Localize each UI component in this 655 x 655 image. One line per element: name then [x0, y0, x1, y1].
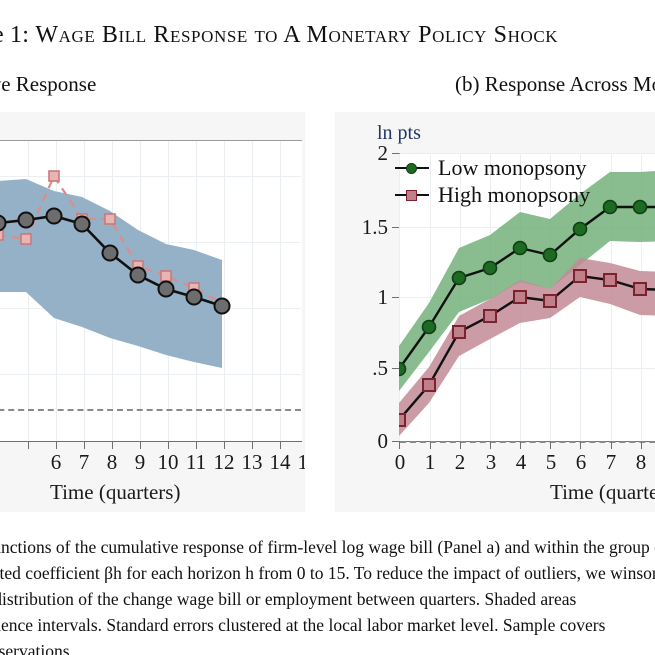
y-tick	[392, 227, 399, 229]
gridline-horizontal	[0, 176, 301, 177]
x-tick	[520, 442, 522, 449]
panel-b-caption: (b) Response Across Monopsony	[455, 72, 655, 96]
low-monopsony-marker-icon	[395, 161, 429, 175]
x-tick-label: 2	[454, 450, 466, 474]
low-monopsony-confidence-band	[399, 171, 655, 391]
figure-number: Figure 1:	[0, 22, 30, 48]
x-tick-label: 12	[213, 450, 235, 474]
panel-a-x-axis-title: Time (quarters)	[50, 480, 181, 504]
panel-b-x-axis-title: Time (quarters)	[550, 480, 655, 504]
x-tick	[28, 442, 30, 449]
x-tick-label: 7	[605, 450, 617, 474]
gridline-vertical	[399, 154, 400, 441]
gridline-horizontal	[400, 153, 655, 154]
high-monopsony-line	[399, 274, 655, 421]
gridline-horizontal	[400, 368, 655, 369]
panel-a-confidence-band	[0, 179, 222, 368]
y-tick	[392, 153, 399, 155]
y-tick-label: 2	[377, 141, 389, 165]
x-tick-label: 10	[157, 450, 179, 474]
panel-a-data-layer	[0, 170, 231, 368]
legend-label: High monopsony	[438, 181, 591, 207]
footnote-line: and top 0.1 percent of the distribution …	[0, 589, 577, 609]
y-tick-label: 0	[377, 429, 389, 453]
x-tick-label: 3	[485, 450, 497, 474]
x-tick	[280, 442, 282, 449]
high-monopsony-markers	[399, 269, 647, 427]
x-tick	[112, 442, 114, 449]
x-tick	[580, 442, 582, 449]
legend-label: Low monopsony	[438, 154, 587, 180]
y-tick-label: 1	[377, 285, 389, 309]
legend-item-low-monopsony: Low monopsony	[395, 154, 590, 181]
x-tick-label: 13	[241, 450, 263, 474]
x-tick-label: 0	[394, 450, 406, 474]
x-tick-label: 1	[424, 450, 436, 474]
x-tick-label: 15	[297, 450, 306, 474]
gridline-horizontal	[0, 374, 301, 375]
gridline-vertical	[280, 141, 281, 441]
footnote-line: represent 95 percent confidence interval…	[0, 615, 606, 635]
x-tick	[460, 442, 462, 449]
x-tick	[430, 442, 432, 449]
x-tick-label: 11	[185, 450, 207, 474]
x-tick	[196, 442, 198, 449]
x-tick	[641, 442, 643, 449]
panel-a-solid-markers	[0, 207, 231, 315]
x-tick	[611, 442, 613, 449]
legend-item-high-monopsony: High monopsony	[395, 181, 590, 208]
x-tick-label: 8	[635, 450, 647, 474]
footnote-line: Notes: Impulse response functions of the…	[0, 537, 655, 557]
figure-footnote: Notes: Impulse response functions of the…	[0, 534, 655, 655]
gridline-vertical	[224, 141, 225, 441]
x-tick	[84, 442, 86, 449]
panel-b-zero-line	[400, 441, 655, 443]
x-tick	[56, 442, 58, 449]
x-tick-label: 4	[515, 450, 527, 474]
gridline-vertical	[252, 141, 253, 441]
panel-a: 6 7 8 9 10 11 12 13 14 15 Time (quarters…	[0, 112, 305, 512]
x-tick	[252, 442, 254, 449]
low-monopsony-line	[399, 205, 655, 370]
x-tick-label: 5	[545, 450, 557, 474]
x-tick	[140, 442, 142, 449]
x-tick	[224, 442, 226, 449]
panel-b-legend: Low monopsony High monopsony	[395, 154, 590, 208]
x-tick-label: 14	[269, 450, 291, 474]
footnote-line: 4.2 million firm-quarter observations	[0, 641, 70, 655]
footnote-line: Each point plots the estimated coefficie…	[0, 563, 655, 583]
x-tick-label: 8	[106, 450, 118, 474]
x-tick	[399, 442, 401, 449]
panel-a-caption: (a) Relative Response	[0, 72, 97, 96]
low-monopsony-markers	[399, 199, 648, 377]
x-tick	[168, 442, 170, 449]
panel-b-y-axis-title: ln pts	[377, 122, 421, 144]
y-tick-label: 1.5	[361, 215, 388, 239]
figure-title-text: Wage Bill Response to A Monetary Policy …	[35, 22, 559, 48]
y-tick	[392, 368, 399, 370]
x-tick	[490, 442, 492, 449]
panel-a-zero-line	[0, 409, 301, 411]
x-tick-label: 9	[134, 450, 146, 474]
x-tick-label: 6	[50, 450, 62, 474]
panel-a-top-rule	[0, 140, 302, 142]
x-tick	[550, 442, 552, 449]
figure-title: Figure 1: Wage Bill Response to A Moneta…	[0, 22, 655, 49]
x-tick-label: 7	[78, 450, 90, 474]
panel-a-dashed-line	[0, 173, 223, 305]
y-tick	[392, 441, 399, 443]
panel-b-data-layer	[399, 171, 655, 436]
x-tick-label: 6	[575, 450, 587, 474]
panel-b: ln pts	[335, 112, 655, 512]
y-tick-label: .5	[372, 356, 388, 380]
high-monopsony-marker-icon	[395, 188, 429, 202]
y-tick	[392, 297, 399, 299]
